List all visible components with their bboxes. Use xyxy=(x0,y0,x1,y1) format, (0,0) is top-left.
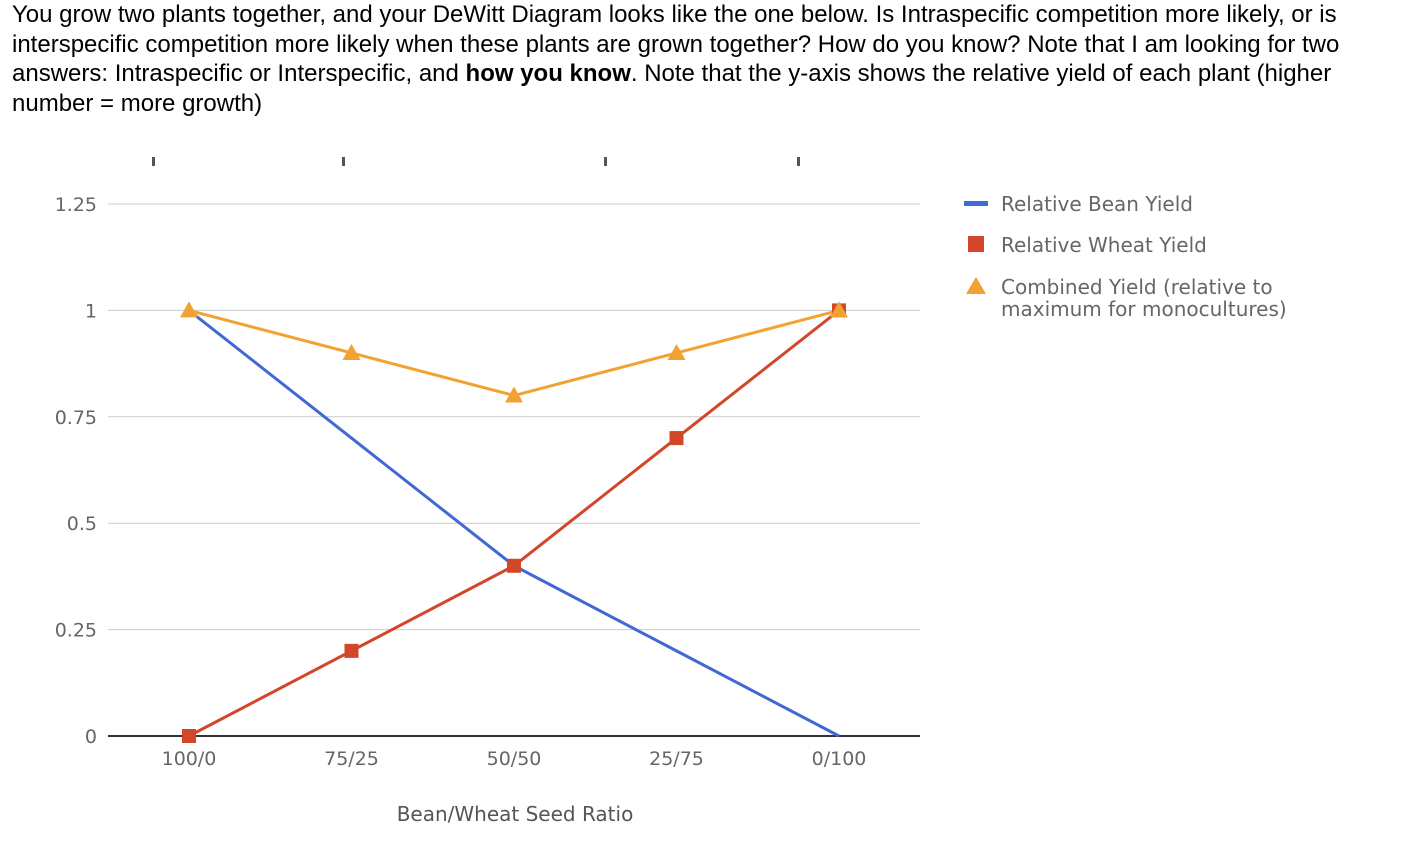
series-markers xyxy=(180,301,848,743)
x-tick-label: 25/75 xyxy=(649,748,704,770)
legend-swatch-bean xyxy=(964,201,988,206)
combined-data-point xyxy=(830,301,848,318)
question-text: You grow two plants together, and your D… xyxy=(12,0,1412,118)
combined-data-point xyxy=(180,301,198,318)
legend-label-combined-line: maximum for monocultures) xyxy=(1001,297,1287,321)
top-tick-mark-1 xyxy=(342,157,345,166)
question-part2: . Note that the y-axis shows the relativ… xyxy=(12,60,1332,117)
y-tick-label: 0.25 xyxy=(55,620,97,642)
y-tick-label: 0.75 xyxy=(55,407,97,429)
x-tick-label: 0/100 xyxy=(812,748,867,770)
combined-data-point xyxy=(667,343,686,360)
wheat-data-point xyxy=(344,643,359,658)
x-tick-label: 100/0 xyxy=(162,748,217,770)
y-axis-tick-labels: 0 0.25 0.5 0.75 1 1.25 xyxy=(55,194,97,748)
top-tick-mark-3 xyxy=(797,157,800,166)
y-tick-label: 1 xyxy=(85,300,97,322)
y-tick-label: 0 xyxy=(85,726,97,748)
top-tick-marks xyxy=(152,157,800,166)
wheat-data-point xyxy=(507,558,521,573)
x-tick-label: 50/50 xyxy=(487,748,542,770)
gridlines xyxy=(108,203,920,737)
legend-label-combined: Combined Yield (relative to maximum for m… xyxy=(1001,275,1287,321)
legend-label-bean: Relative Bean Yield xyxy=(1001,192,1193,216)
wheat-data-point xyxy=(182,729,196,743)
legend-label-combined-line: Combined Yield (relative to xyxy=(1001,275,1273,299)
x-tick-label: 75/25 xyxy=(324,748,379,770)
legend-swatch-combined xyxy=(966,277,986,294)
question-bold: how you know xyxy=(465,60,631,87)
top-tick-mark-0 xyxy=(152,157,155,166)
y-tick-label: 1.25 xyxy=(55,194,97,216)
legend: Relative Bean Yield Relative Wheat Yield C… xyxy=(964,192,1287,321)
combined-data-point xyxy=(342,343,361,360)
question-part1: You grow two plants together, and your D… xyxy=(12,1,1340,87)
x-axis-title: Bean/Wheat Seed Ratio xyxy=(397,802,634,826)
combined-data-point xyxy=(505,386,523,403)
legend-swatch-wheat xyxy=(968,236,984,252)
x-axis-tick-labels: 100/0 75/25 50/50 25/75 0/100 xyxy=(162,748,867,770)
top-tick-mark-2 xyxy=(604,157,607,166)
y-tick-label: 0.5 xyxy=(67,513,97,535)
legend-label-wheat: Relative Wheat Yield xyxy=(1001,233,1207,257)
series-line-combined xyxy=(188,308,840,398)
wheat-data-point xyxy=(669,431,684,446)
